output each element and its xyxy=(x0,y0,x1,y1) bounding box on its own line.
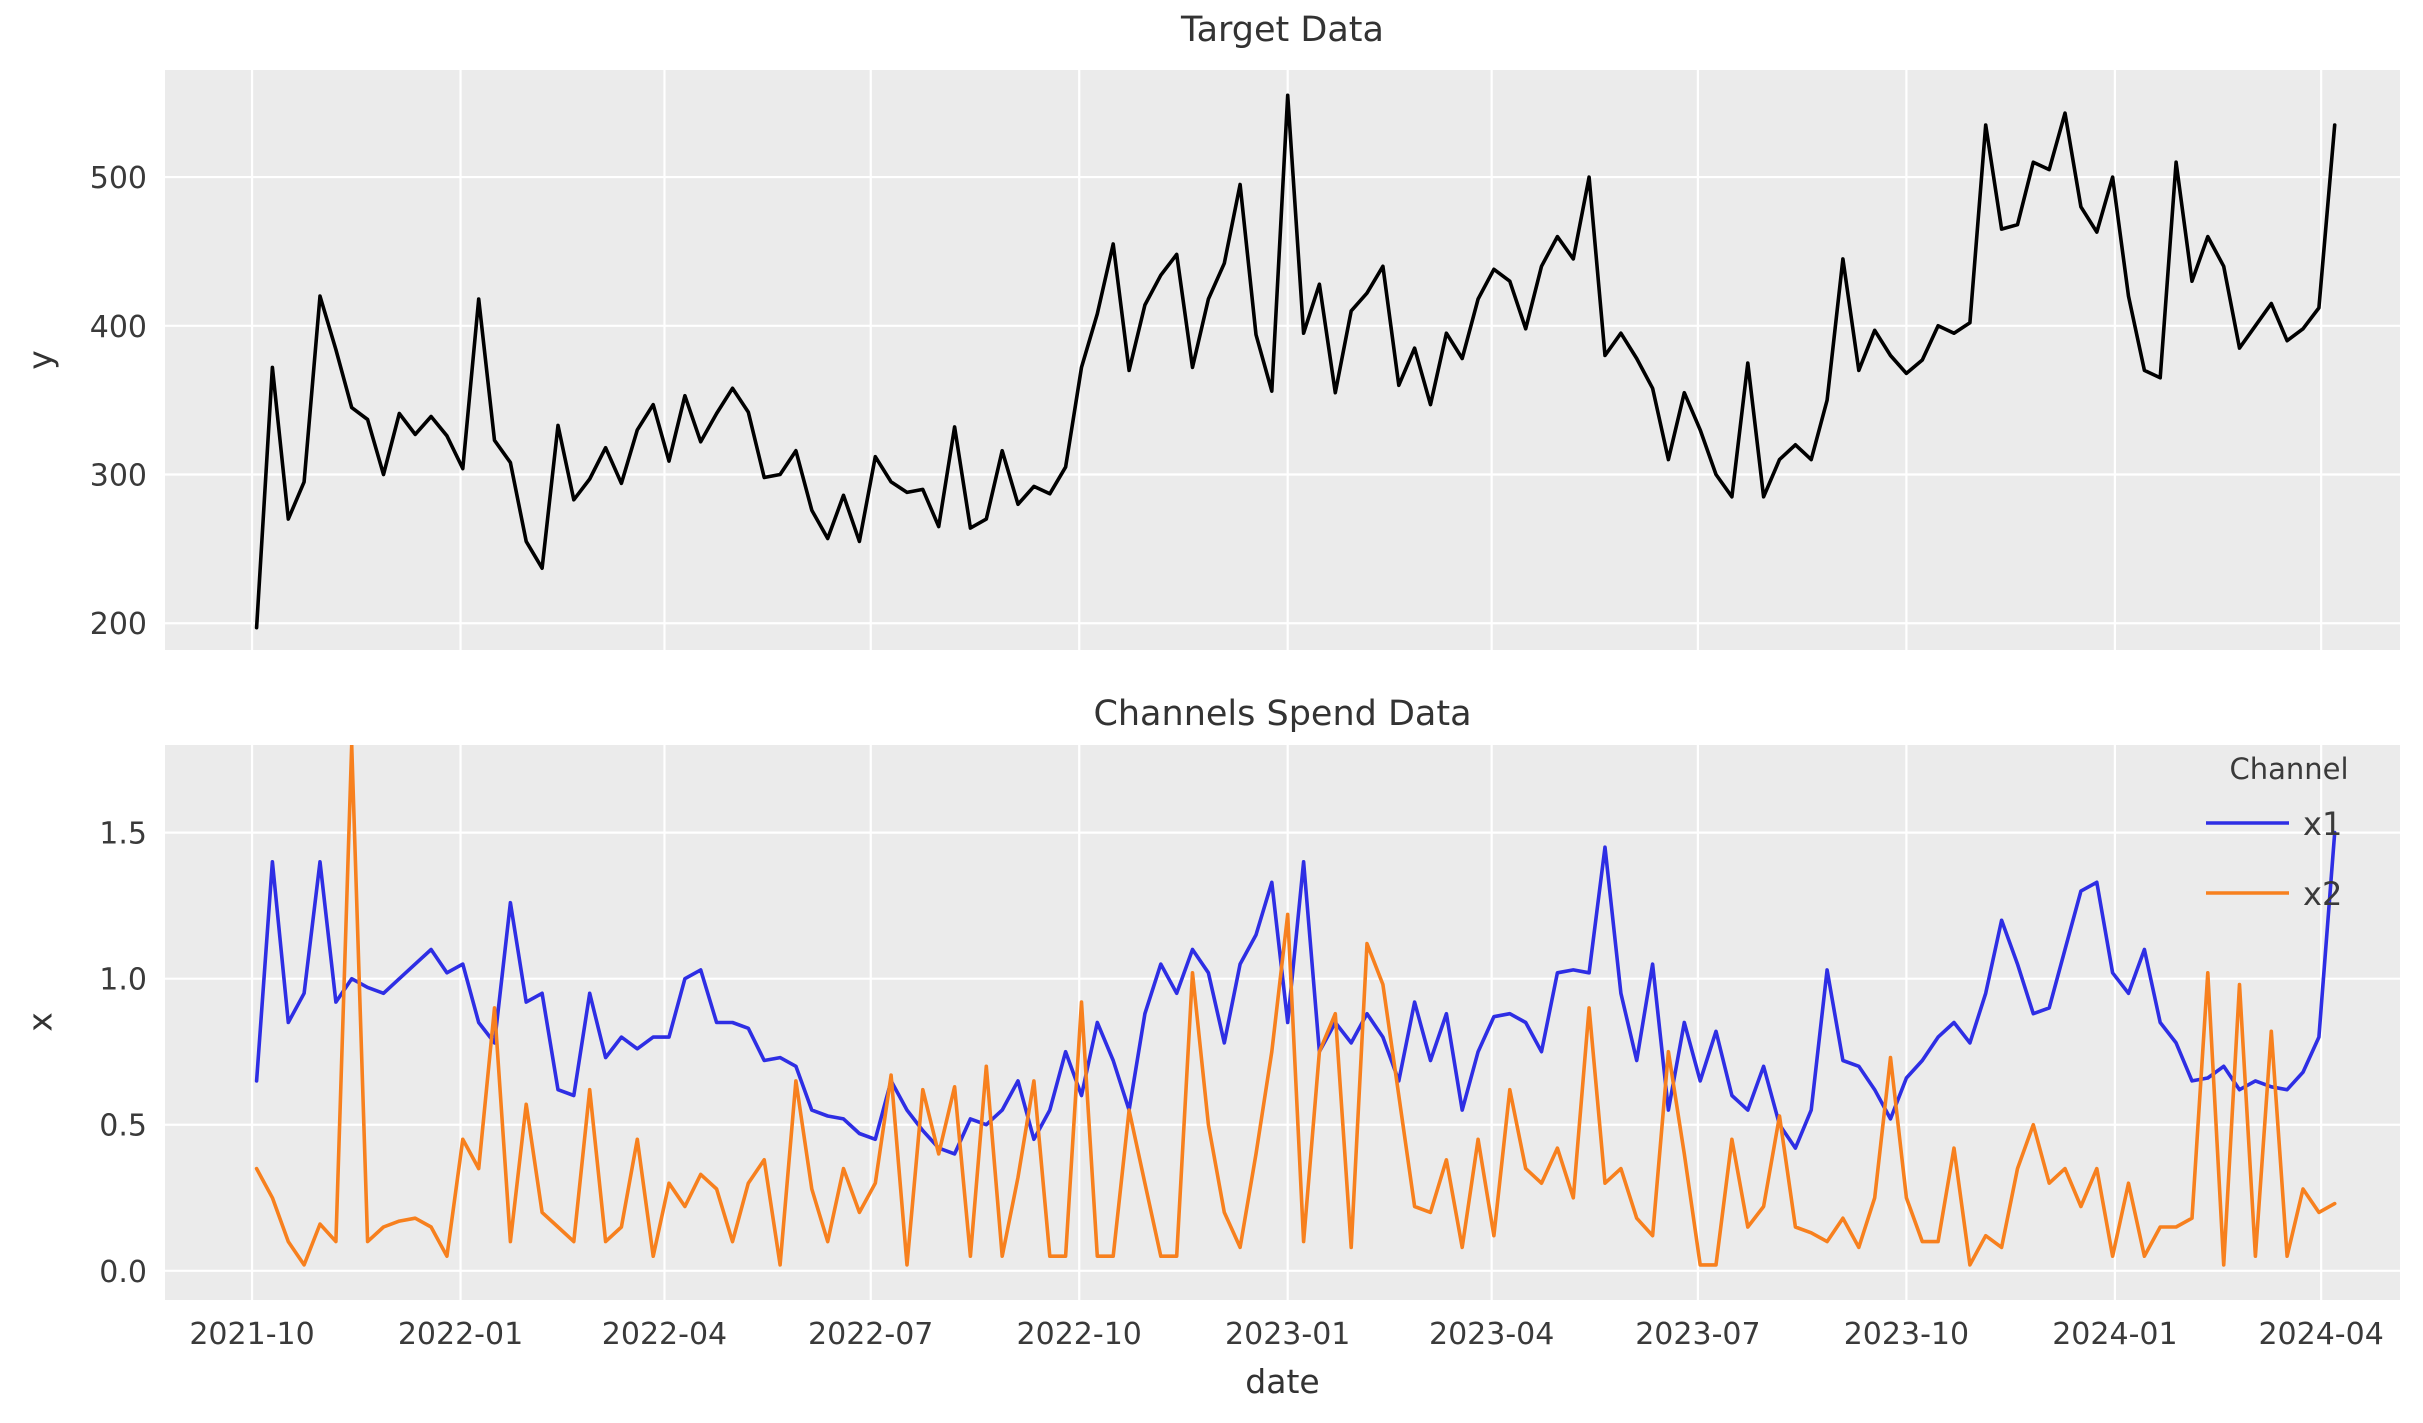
y-tick-label: 300 xyxy=(90,459,147,494)
y-tick-label: 1.5 xyxy=(99,817,147,852)
target-chart-title: Target Data xyxy=(1181,10,1384,50)
y-tick-label: 200 xyxy=(90,607,147,642)
x-tick-label: 2022-01 xyxy=(398,1317,523,1352)
series-line-x1 xyxy=(254,830,2337,1156)
x-tick-label: 2022-07 xyxy=(808,1317,933,1352)
target-y-axis-label: y xyxy=(20,350,60,370)
x-tick-label: 2021-10 xyxy=(189,1317,314,1352)
y-tick-label: 400 xyxy=(90,310,147,345)
x-tick-label: 2024-04 xyxy=(2258,1317,2383,1352)
legend-label-x1: x1 xyxy=(2303,805,2342,843)
x-tick-label: 2023-07 xyxy=(1635,1317,1760,1352)
series-line-y xyxy=(254,93,2337,630)
y-tick-label: 500 xyxy=(90,161,147,196)
legend-label-x2: x2 xyxy=(2303,875,2342,913)
y-tick-label: 0.0 xyxy=(99,1255,147,1290)
x-tick-label: 2023-10 xyxy=(1844,1317,1969,1352)
x-axis-label: date xyxy=(1245,1362,1320,1401)
spend-chart-title: Channels Spend Data xyxy=(1093,694,1472,734)
x-tick-label: 2022-10 xyxy=(1017,1317,1142,1352)
x-tick-label: 2023-04 xyxy=(1429,1317,1554,1352)
x-tick-label: 2024-01 xyxy=(2052,1317,2177,1352)
series-line-x2 xyxy=(254,745,2337,1267)
plot-area-y xyxy=(165,70,2400,650)
plot-area-x1 xyxy=(165,745,2400,1300)
spend-y-axis-label: x xyxy=(20,1012,60,1032)
y-tick-label: 1.0 xyxy=(99,963,147,998)
x-tick-label: 2022-04 xyxy=(602,1317,727,1352)
y-tick-label: 0.5 xyxy=(99,1109,147,1144)
legend-title: Channel xyxy=(2229,752,2348,786)
x-tick-label: 2023-01 xyxy=(1225,1317,1350,1352)
